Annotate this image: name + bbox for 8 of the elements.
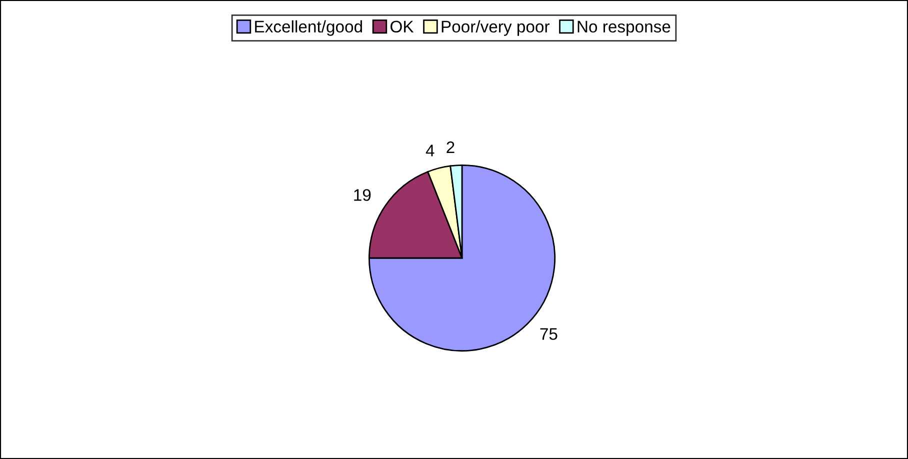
data-label: 2 <box>446 141 454 154</box>
legend-label: OK <box>390 20 414 33</box>
legend-label: Poor/very poor <box>442 20 550 36</box>
data-label: 4 <box>426 144 434 156</box>
data-label: 75 <box>540 328 558 340</box>
legend-label: Excellent/good <box>255 20 362 36</box>
legend-label: No response <box>578 20 670 36</box>
data-label: 19 <box>354 189 371 201</box>
